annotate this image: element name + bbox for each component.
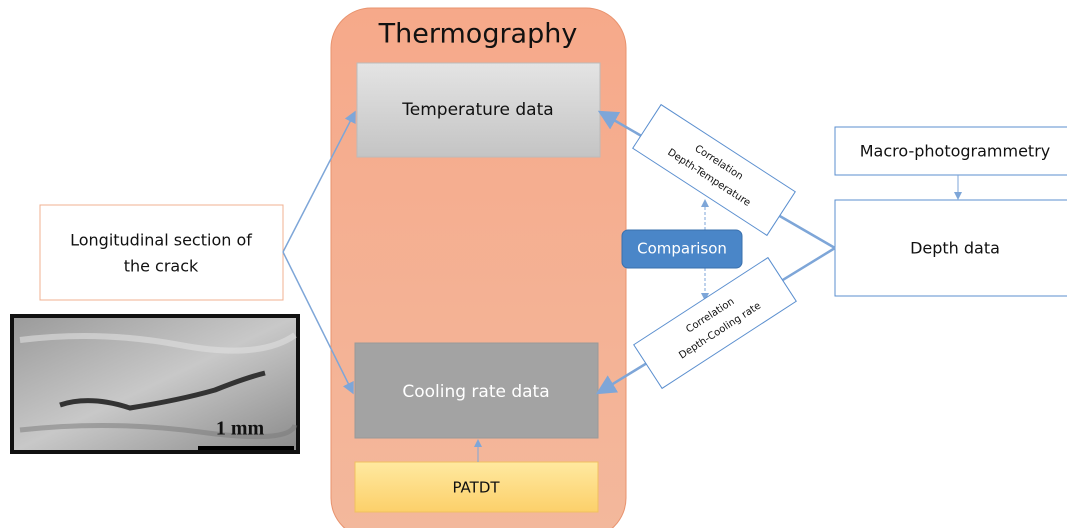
node-label: Macro-photogrammetry [860, 142, 1051, 161]
node-label: Cooling rate data [402, 382, 549, 402]
cooling-box [354, 342, 599, 439]
node-label: Depth data [910, 239, 1000, 258]
corr-cool-box: Correlation Depth-Cooling rate [633, 256, 797, 390]
depth-box [834, 199, 1067, 297]
crack-image: 1 mm [10, 314, 300, 454]
node-label: Comparison [637, 240, 727, 258]
comparison-box [621, 229, 743, 269]
section-box [39, 204, 284, 301]
node-label: Longitudinal section of [70, 231, 252, 250]
scale-label: 1 mm [216, 418, 265, 440]
node-label: Temperature data [401, 100, 553, 120]
panel-title: Thermography [378, 19, 578, 50]
patdt-box [354, 461, 599, 513]
node-label: the crack [124, 257, 199, 276]
temperature-box [356, 62, 601, 158]
corr-temp-box: Correlation Depth-Temperature [632, 103, 796, 237]
node-label: PATDT [452, 479, 500, 497]
macro-box [834, 126, 1067, 176]
